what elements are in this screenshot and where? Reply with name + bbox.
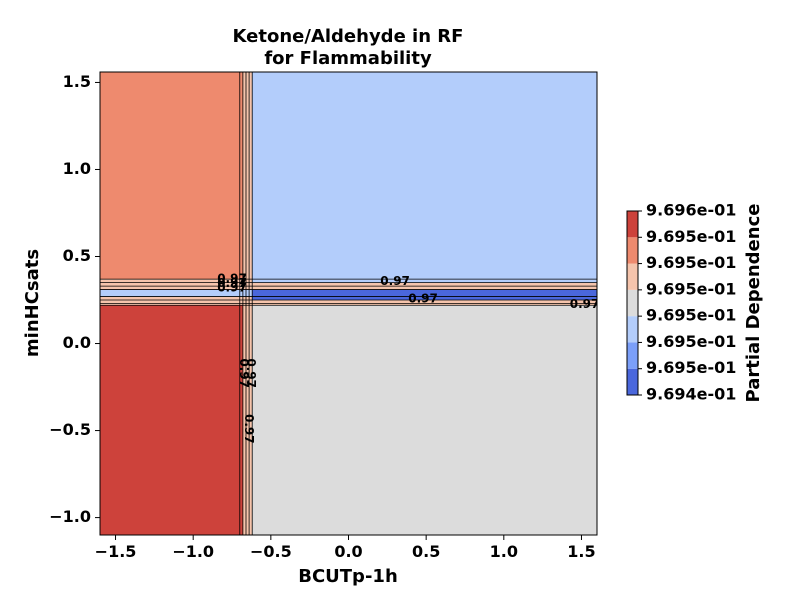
y-tick-label-5: 1.5 [63, 72, 91, 91]
colorbar-tick-label-0: 9.694e-01 [646, 385, 736, 404]
x-tick-label-1: −1.0 [172, 542, 214, 561]
middle-right-band [252, 289, 597, 301]
x-tick-label-5: 1.0 [490, 542, 518, 561]
upper-right-region [252, 72, 597, 283]
chart-title-line-1: Ketone/Aldehyde in RF [233, 26, 464, 47]
colorbar-tick-label-7: 9.696e-01 [646, 201, 736, 220]
lower-left-region [100, 305, 243, 535]
contour-label-4: 0.97 [408, 292, 438, 306]
y-axis-label: minHCsats [22, 249, 43, 357]
lower-right-region [252, 305, 597, 535]
x-tick-label-2: −0.5 [250, 542, 292, 561]
contour-label-3: 0.97 [380, 274, 410, 288]
contour-fills: 0.970.970.97 0.970.97 0.970.970.970.97 [100, 72, 600, 535]
contour-label-2: 0.97 [217, 280, 247, 294]
colorbar-tick-label-3: 9.695e-01 [646, 306, 736, 325]
x-tick-label-4: 0.5 [412, 542, 440, 561]
middle-left-band [100, 289, 253, 297]
colorbar-frame [626, 210, 639, 396]
contour-label-1: 0.97 [217, 276, 247, 290]
contour-label-5: 0.97 [570, 297, 600, 311]
chart-title-line-2: for Flammability [264, 48, 432, 69]
y-tick-label-1: −0.5 [49, 420, 91, 439]
y-tick-label-4: 1.0 [63, 159, 91, 178]
colorbar-tick-label-2: 9.695e-01 [646, 332, 736, 351]
y-tick-label-2: 0.0 [63, 333, 91, 352]
plot-area: 0.970.970.97 0.970.97 0.970.970.970.97 [99, 71, 600, 536]
contour-label-6: 0.97 [237, 358, 251, 388]
contour-lines [100, 72, 597, 535]
colorbar-segment-2 [627, 316, 638, 343]
colorbar-segment-4 [627, 263, 638, 290]
y-tick-label-0: −1.0 [49, 507, 91, 526]
x-tick-label-3: 0.0 [334, 542, 362, 561]
colorbar-label: Partial Dependence [743, 204, 764, 403]
y-tick-label-3: 0.5 [63, 246, 91, 265]
colorbar-tick-label-4: 9.695e-01 [646, 279, 736, 298]
colorbar-segment-0 [627, 368, 638, 395]
colorbar-tick-label-6: 9.695e-01 [646, 227, 736, 246]
colorbar-tick-label-1: 9.695e-01 [646, 358, 736, 377]
x-axis: −1.5 −1.0 −0.5 0.0 0.5 1.0 1.5 [95, 535, 596, 561]
y-axis: −1.0 −0.5 0.0 0.5 1.0 1.5 [49, 72, 100, 526]
colorbar-segment-6 [627, 211, 638, 238]
colorbar: 9.694e-01 9.695e-01 9.695e-01 9.695e-01 9.69… [626, 201, 736, 404]
colorbar-segment-3 [627, 289, 638, 317]
colorbar-segment-5 [627, 237, 638, 264]
x-axis-label: BCUTp-1h [298, 566, 398, 587]
colorbar-tick-label-5: 9.695e-01 [646, 253, 736, 272]
contour-label-7: 0.97 [244, 358, 258, 388]
contour-label-0: 0.97 [217, 272, 247, 286]
contour-label-8: 0.97 [242, 414, 256, 444]
upper-left-region [100, 72, 243, 280]
colorbar-segment-1 [627, 342, 638, 369]
x-tick-label-6: 1.5 [567, 542, 595, 561]
x-tick-label-0: −1.5 [95, 542, 137, 561]
